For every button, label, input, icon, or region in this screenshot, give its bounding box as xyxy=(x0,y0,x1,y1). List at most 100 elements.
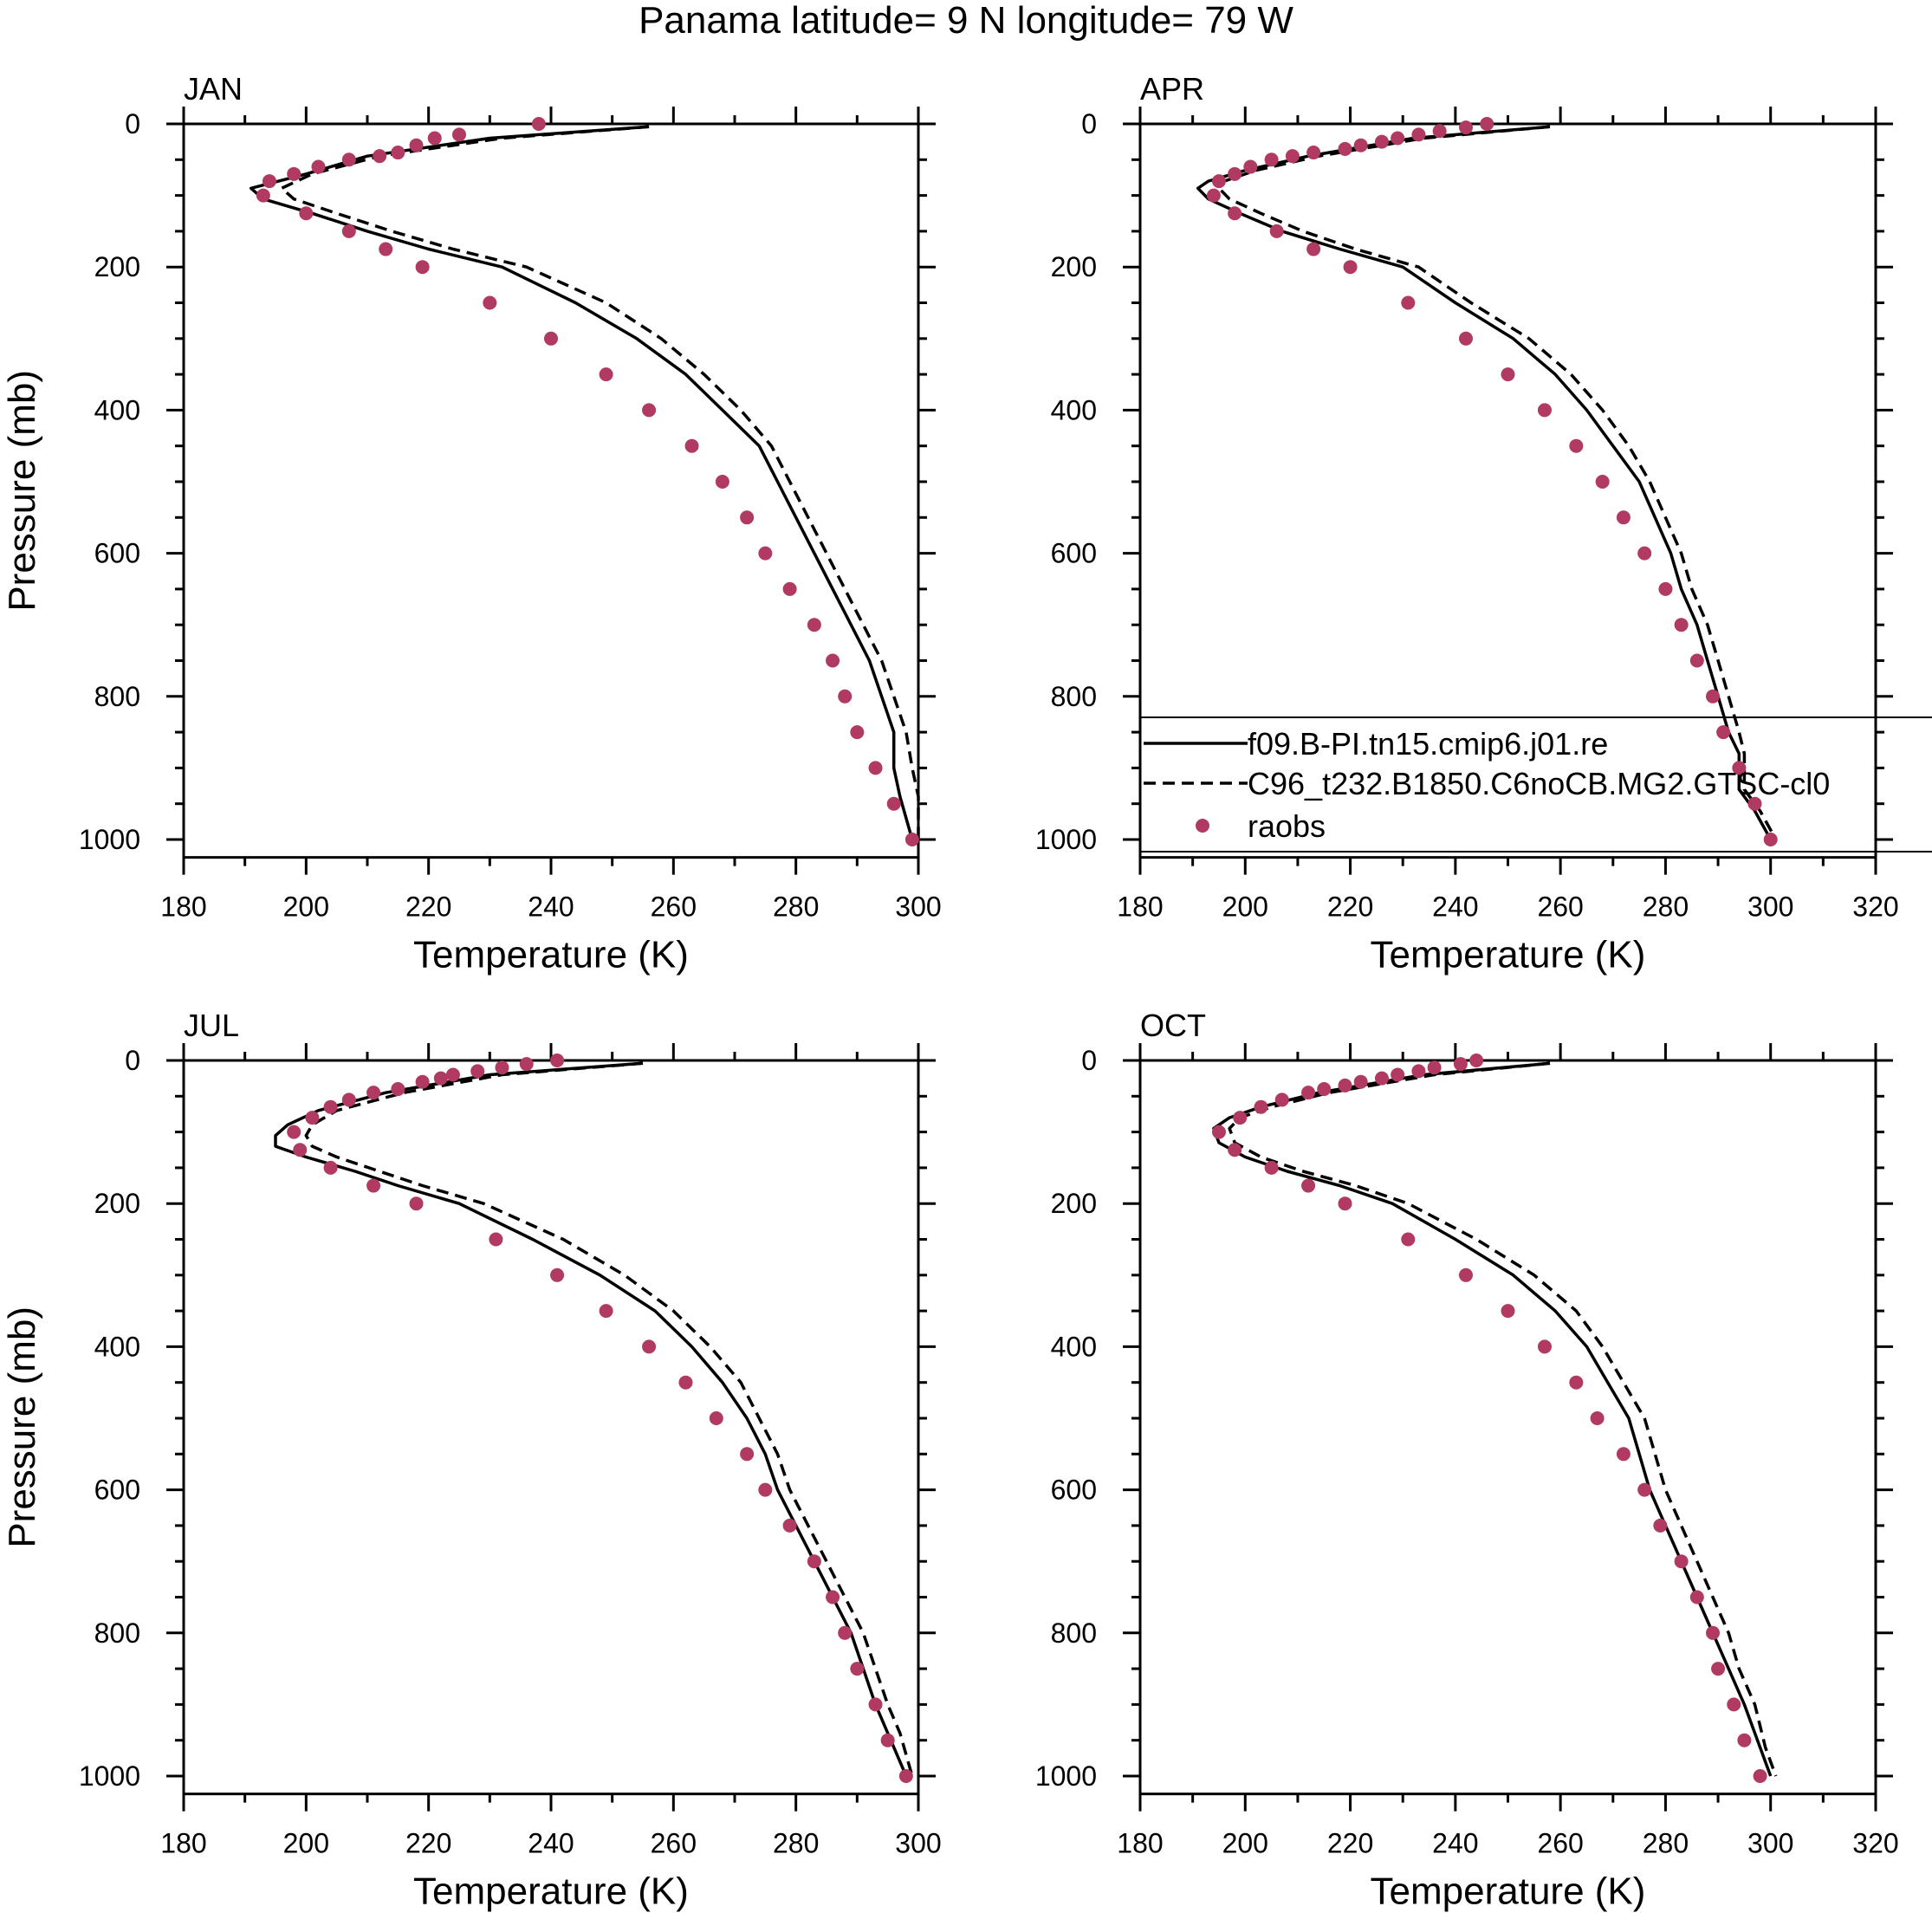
x-axis-label: Temperature (K) xyxy=(1371,1870,1646,1913)
raobs-point xyxy=(1211,1125,1226,1139)
raobs-point xyxy=(1401,295,1416,310)
raobs-point xyxy=(868,761,883,775)
x-tick-label: 240 xyxy=(528,891,574,923)
raobs-point xyxy=(1391,1067,1405,1082)
raobs-point xyxy=(1469,1054,1484,1067)
raobs-point xyxy=(1301,1178,1316,1193)
raobs-point xyxy=(366,1178,381,1193)
x-tick-label: 200 xyxy=(283,1828,329,1859)
raobs-point xyxy=(550,1054,565,1067)
raobs-point xyxy=(1706,689,1721,703)
y-tick-label: 1000 xyxy=(1035,824,1097,855)
raobs-point xyxy=(740,1447,755,1462)
raobs-point xyxy=(409,138,424,152)
raobs-point xyxy=(305,1111,320,1125)
x-tick-label: 220 xyxy=(405,891,451,923)
y-tick-label: 1000 xyxy=(79,1760,140,1792)
raobs-point xyxy=(1306,242,1321,256)
raobs-point xyxy=(391,1082,405,1097)
raobs-point xyxy=(709,1411,723,1425)
y-tick-label: 200 xyxy=(1051,1188,1097,1219)
raobs-point xyxy=(1637,546,1652,561)
raobs-point xyxy=(489,1232,503,1247)
raobs-point xyxy=(850,725,865,740)
x-tick-label: 220 xyxy=(1327,1828,1373,1859)
x-axis-label: Temperature (K) xyxy=(1371,934,1646,976)
panel-title: JUL xyxy=(184,1008,239,1043)
raobs-point xyxy=(1595,475,1610,489)
x-tick-label: 180 xyxy=(1117,891,1163,923)
y-tick-label: 200 xyxy=(94,1188,140,1219)
raobs-point xyxy=(1616,1447,1631,1462)
raobs-point xyxy=(452,127,466,142)
panel-apr: 180 200 220 240 260 280 300 320 0 200 400 600 800 100… xyxy=(1035,71,1899,976)
raobs-point xyxy=(1716,725,1731,740)
raobs-point xyxy=(1306,146,1321,160)
raobs-point xyxy=(642,403,657,418)
panel-jan: 180 200 220 240 260 280 300 0 200 400 600 800 1000 JA… xyxy=(1,71,942,976)
raobs-point xyxy=(1374,1071,1389,1086)
x-tick-label: 300 xyxy=(1747,891,1793,923)
plot-frame xyxy=(1138,1059,1877,1796)
y-tick-label: 400 xyxy=(94,1331,140,1362)
raobs-point xyxy=(1264,152,1279,167)
y-tick-label: 600 xyxy=(1051,538,1097,569)
raobs-point xyxy=(904,833,919,846)
raobs-point xyxy=(1458,331,1473,346)
raobs-point xyxy=(341,1092,356,1107)
raobs-point xyxy=(1301,1086,1316,1100)
raobs-point xyxy=(1674,618,1689,632)
y-tick-label: 800 xyxy=(1051,681,1097,712)
x-tick-label: 180 xyxy=(160,1828,206,1859)
legend-label: f09.B-PI.tn15.cmip6.j01.re xyxy=(1248,726,1608,762)
x-tick-label: 240 xyxy=(1432,891,1478,923)
solid-series-line xyxy=(274,1061,908,1777)
raobs-point xyxy=(1732,761,1747,775)
panel-title: OCT xyxy=(1140,1008,1206,1043)
x-tick-label: 280 xyxy=(1643,891,1689,923)
x-tick-label: 300 xyxy=(1747,1828,1793,1859)
raobs-point xyxy=(1285,149,1300,164)
panel-title: JAN xyxy=(184,71,243,107)
raobs-point xyxy=(1537,403,1552,418)
raobs-point xyxy=(495,1060,509,1075)
raobs-point xyxy=(1569,438,1584,453)
raobs-point xyxy=(323,1099,338,1114)
raobs-point xyxy=(868,1697,883,1712)
raobs-point xyxy=(379,242,393,256)
raobs-point xyxy=(1228,206,1242,221)
raobs-point xyxy=(758,1482,773,1497)
raobs-point xyxy=(1537,1339,1552,1354)
raobs-point xyxy=(293,1143,308,1157)
y-tick-label: 400 xyxy=(1051,1331,1097,1362)
raobs-point xyxy=(1228,1143,1242,1157)
raobs-point xyxy=(1374,134,1389,149)
raobs-point xyxy=(1763,833,1778,846)
raobs-point xyxy=(838,689,853,703)
y-tick-label: 600 xyxy=(94,538,140,569)
raobs-point xyxy=(1689,653,1704,668)
dashed-series-line xyxy=(304,1061,914,1777)
raobs-point xyxy=(1590,1411,1605,1425)
x-tick-label: 180 xyxy=(1117,1828,1163,1859)
raobs-point xyxy=(1338,1078,1352,1092)
raobs-point xyxy=(550,1267,565,1282)
raobs-point xyxy=(886,796,901,811)
raobs-point xyxy=(1274,1092,1289,1107)
raobs-point xyxy=(311,159,326,174)
raobs-point xyxy=(1658,581,1673,596)
x-tick-label: 280 xyxy=(773,1828,819,1859)
x-tick-label: 220 xyxy=(405,1828,451,1859)
y-tick-label: 400 xyxy=(1051,394,1097,425)
raobs-point xyxy=(1317,1082,1332,1097)
raobs-point xyxy=(1616,510,1631,525)
y-tick-label: 600 xyxy=(1051,1475,1097,1506)
raobs-point xyxy=(1453,1057,1468,1072)
raobs-point xyxy=(1353,138,1368,152)
raobs-point xyxy=(1458,1267,1473,1282)
raobs-point xyxy=(391,146,405,160)
raobs-point xyxy=(1206,188,1221,203)
x-axis-label: Temperature (K) xyxy=(413,934,689,976)
raobs-point xyxy=(740,510,755,525)
raobs-point xyxy=(470,1064,485,1079)
